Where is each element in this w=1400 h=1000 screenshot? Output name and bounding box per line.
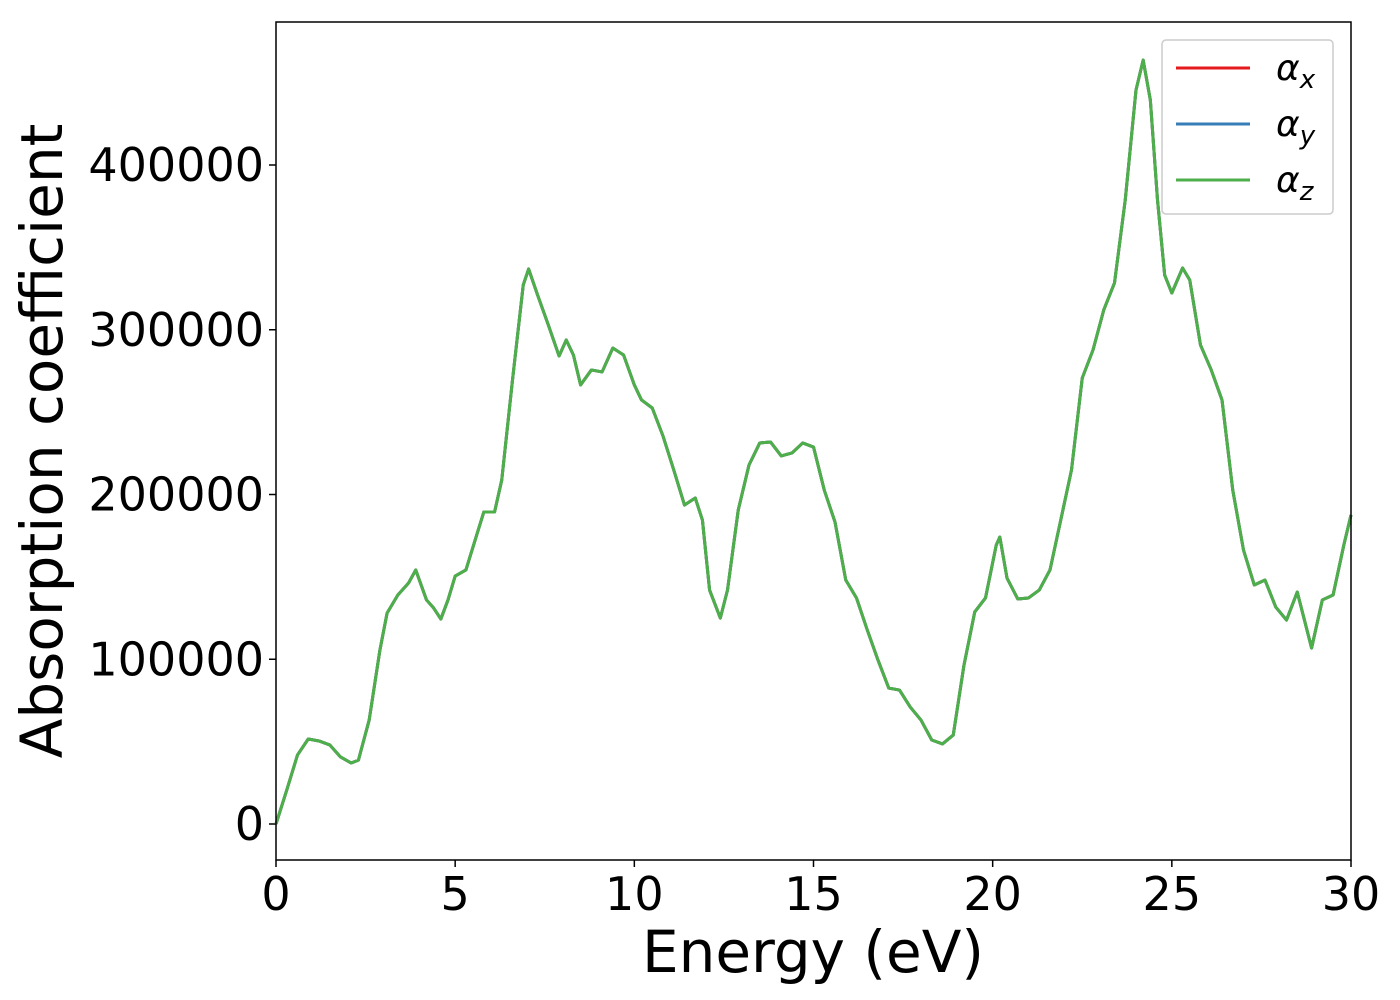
y-tick-label: 0 — [235, 797, 264, 851]
x-tick-label: 25 — [1143, 867, 1202, 921]
x-tick-label: 0 — [261, 867, 290, 921]
x-tick-label: 30 — [1322, 867, 1381, 921]
legend-label: αx — [1276, 48, 1316, 95]
x-tick-label: 15 — [784, 867, 843, 921]
y-tick-label: 300000 — [88, 303, 264, 357]
x-axis-label: Energy (eV) — [642, 918, 984, 986]
y-tick-label: 100000 — [88, 632, 264, 686]
plot-frame — [275, 21, 1352, 861]
series-line — [274, 58, 1353, 825]
y-tick-label: 400000 — [88, 138, 264, 192]
x-tick-label: 10 — [605, 867, 664, 921]
x-tick-label: 5 — [441, 867, 470, 921]
y-tick-label: 200000 — [88, 468, 264, 522]
y-axis-label: Absorption coefficient — [8, 124, 76, 759]
x-tick-label: 20 — [963, 867, 1022, 921]
legend-label: αy — [1276, 104, 1316, 151]
legend-label: αz — [1276, 160, 1315, 207]
legend-box — [1161, 39, 1334, 215]
